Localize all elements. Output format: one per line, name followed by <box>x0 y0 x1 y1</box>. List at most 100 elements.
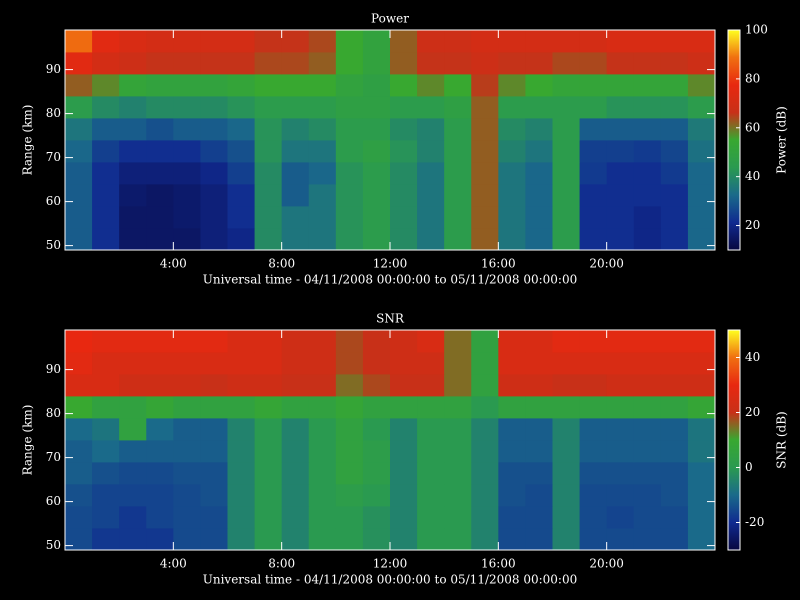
heatmap-cell <box>254 506 283 529</box>
heatmap-cell <box>92 330 120 353</box>
heatmap-cell <box>471 374 499 397</box>
heatmap-cell <box>65 74 93 97</box>
heatmap-cell <box>687 52 716 75</box>
heatmap-cell <box>660 330 689 353</box>
heatmap-cell <box>660 374 689 397</box>
heatmap-cell <box>633 440 662 463</box>
heatmap-cell <box>633 30 662 53</box>
heatmap-cell <box>444 440 472 463</box>
y-axis-label: Range (km) <box>21 105 35 176</box>
heatmap-cell <box>92 206 120 229</box>
heatmap-cell <box>200 374 228 397</box>
heatmap-cell <box>471 440 499 463</box>
heatmap-cell <box>146 506 174 529</box>
heatmap-cell <box>660 396 689 419</box>
heatmap-cell <box>633 528 662 551</box>
heatmap-cell <box>119 52 147 75</box>
heatmap-cell <box>227 140 255 163</box>
heatmap-cell <box>444 228 472 251</box>
heatmap-cell <box>254 484 283 507</box>
heatmap-cell <box>335 484 364 507</box>
heatmap-cell <box>227 484 255 507</box>
heatmap-cell <box>308 330 337 353</box>
heatmap-cell <box>660 352 689 375</box>
heatmap-cell <box>335 440 364 463</box>
heatmap-cell <box>65 462 93 485</box>
heatmap-cell <box>633 52 662 75</box>
heatmap-cell <box>687 184 716 207</box>
heatmap-cell <box>308 352 337 375</box>
heatmap-cell <box>687 330 716 353</box>
heatmap-cell <box>444 96 472 119</box>
heatmap-cell <box>390 506 418 529</box>
heatmap-cell <box>471 396 499 419</box>
heatmap-cell <box>444 528 472 551</box>
heatmap-cell <box>92 30 120 53</box>
heatmap-cell <box>146 484 174 507</box>
heatmap-cell <box>390 30 418 53</box>
heatmap-cell <box>254 440 283 463</box>
heatmap-cell <box>687 352 716 375</box>
heatmap-cell <box>281 506 310 529</box>
heatmap-cell <box>281 440 310 463</box>
heatmap-cell <box>281 96 310 119</box>
heatmap-cell <box>173 74 201 97</box>
heatmap-cell <box>200 352 228 375</box>
heatmap-cell <box>390 440 418 463</box>
heatmap-cell <box>687 30 716 53</box>
heatmap-cell <box>227 374 255 397</box>
heatmap-cell <box>362 52 391 75</box>
heatmap-cell <box>525 418 553 441</box>
heatmap-cell <box>281 140 310 163</box>
heatmap-cell <box>92 418 120 441</box>
heatmap-cell <box>173 140 201 163</box>
heatmap-cell <box>552 162 580 185</box>
heatmap-cell <box>146 418 174 441</box>
heatmap-cell <box>417 462 445 485</box>
heatmap-cell <box>660 184 689 207</box>
heatmap-cell <box>92 96 120 119</box>
heatmap-cell <box>254 162 283 185</box>
heatmap-cell <box>552 96 580 119</box>
heatmap-cell <box>92 118 120 141</box>
heatmap-cell <box>146 374 174 397</box>
heatmap-cell <box>308 462 337 485</box>
heatmap-cell <box>281 418 310 441</box>
heatmap-cell <box>525 330 553 353</box>
heatmap-cell <box>227 528 255 551</box>
heatmap-cell <box>335 74 364 97</box>
heatmap-cell <box>579 74 608 97</box>
heatmap-cell <box>254 206 283 229</box>
heatmap-cell <box>579 118 608 141</box>
heatmap-cell <box>417 396 445 419</box>
heatmap-cell <box>362 96 391 119</box>
heatmap-cell <box>471 506 499 529</box>
heatmap-cell <box>308 484 337 507</box>
heatmap-cell <box>227 118 255 141</box>
heatmap-cell <box>308 162 337 185</box>
heatmap-cell <box>200 528 228 551</box>
heatmap-cell <box>390 228 418 251</box>
heatmap-cell <box>606 228 635 251</box>
heatmap-cell <box>200 30 228 53</box>
heatmap-cell <box>606 462 635 485</box>
heatmap-cell <box>606 118 635 141</box>
colorbar-tick-label: 40 <box>745 350 760 364</box>
heatmap-cell <box>633 206 662 229</box>
heatmap-cell <box>525 96 553 119</box>
heatmap-cell <box>200 206 228 229</box>
heatmap-cell <box>362 396 391 419</box>
heatmap-cell <box>579 140 608 163</box>
heatmap-cell <box>525 374 553 397</box>
heatmap-cell <box>335 418 364 441</box>
heatmap-cell <box>254 30 283 53</box>
heatmap-cell <box>660 140 689 163</box>
heatmap-cell <box>281 184 310 207</box>
heatmap-cell <box>660 162 689 185</box>
heatmap-cell <box>173 184 201 207</box>
heatmap-cell <box>390 162 418 185</box>
heatmap-cell <box>471 30 499 53</box>
y-tick-label: 70 <box>46 150 61 164</box>
heatmap-cell <box>119 330 147 353</box>
heatmap-cell <box>498 506 526 529</box>
